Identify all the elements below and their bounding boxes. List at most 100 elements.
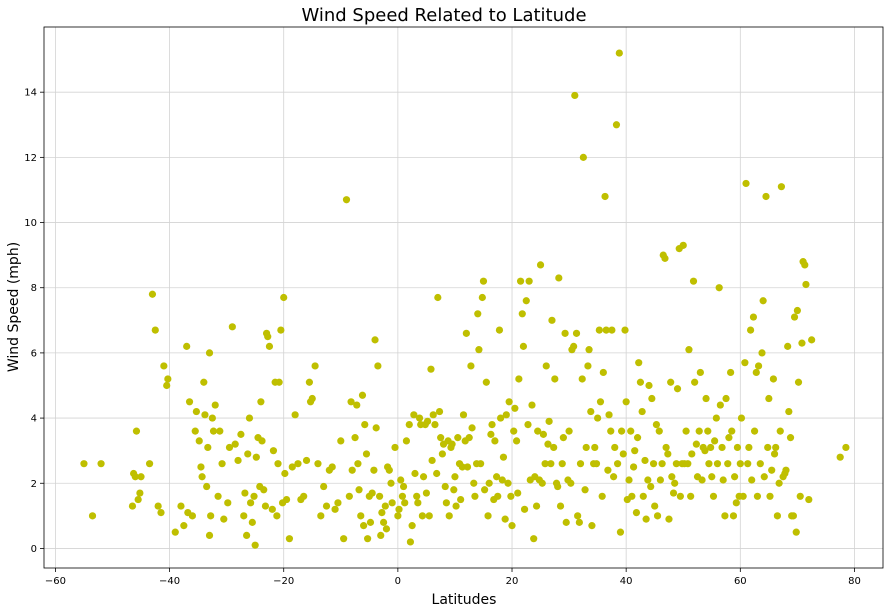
scatter-point [305,378,313,386]
scatter-point [285,535,294,543]
scatter-point [562,518,570,526]
scatter-point [668,473,676,481]
scatter-point [515,375,523,383]
scatter-point [485,479,493,487]
y-tick-label: 8 [31,283,37,294]
scatter-point [648,394,656,403]
scatter-point [629,463,638,471]
scatter-point [257,398,265,406]
scatter-point [419,473,428,481]
scatter-point [250,492,258,500]
scatter-point [241,489,249,497]
scatter-point [739,492,747,500]
scatter-point [522,297,530,305]
scatter-point [80,460,88,468]
scatter-point [397,476,405,484]
scatter-point [750,427,759,435]
scatter-point [685,346,693,354]
scatter-point [494,492,502,500]
scatter-point [801,261,809,269]
scatter-point [437,434,445,442]
scatter-point [729,512,738,520]
scatter-point [756,460,764,468]
scatter-point [128,502,137,510]
scatter-point [664,450,672,458]
scatter-point [754,362,763,370]
scatter-point [431,421,439,429]
scatter-point [622,398,630,406]
scatter-point [247,499,255,507]
scatter-point [661,254,669,262]
scatter-point [770,450,779,458]
scatter-point [647,482,655,491]
scatter-point [802,280,810,289]
scatter-point [591,443,599,452]
scatter-point [314,460,322,468]
scatter-point [268,505,276,513]
scatter-point [197,463,205,471]
scatter-point [635,359,643,367]
scatter-point [411,469,419,478]
scatter-point [682,427,690,435]
scatter-point [371,336,379,344]
scatter-point [691,378,699,386]
scatter-point [342,196,351,204]
scatter-point [541,460,549,468]
scatter-point [434,293,442,302]
scatter-point [191,427,199,435]
scatter-point [724,460,732,468]
scatter-point [631,447,639,455]
scatter-point [328,463,336,471]
scatter-point [547,460,555,468]
scatter-point [707,443,715,452]
scatter-point [180,522,188,530]
scatter-point [134,495,142,504]
scatter-point [435,407,444,416]
scatter-point [198,473,206,481]
scatter-point [772,443,780,452]
scatter-point [405,421,413,429]
scatter-point [362,450,371,458]
scatter-point [398,492,407,500]
scatter-point [617,427,626,435]
scatter-point [477,460,485,468]
scatter-point [775,479,783,487]
scatter-point [777,183,786,191]
scatter-point [749,313,758,321]
scatter-point [355,486,363,494]
scatter-point [496,414,505,422]
scatter-point [702,394,710,403]
scatter-point [280,293,288,302]
scatter-point [334,499,342,507]
scatter-point [258,437,266,445]
scatter-point [264,333,272,341]
scatter-point [427,365,435,373]
scatter-point [288,463,296,471]
scatter-point [645,381,653,390]
scatter-point [644,476,652,484]
scatter-point [649,460,658,468]
scatter-point [793,306,801,315]
scatter-point [544,440,552,448]
scatter-point [294,460,302,468]
scatter-point [487,430,495,438]
scatter-point [252,453,260,461]
scatter-point [554,482,562,491]
scatter-point [721,512,729,520]
scatter-point [567,479,575,487]
scatter-point [516,277,525,285]
scatter-point [475,346,483,354]
scatter-point [451,473,459,481]
scatter-point [399,482,408,491]
scatter-point [354,460,362,468]
scatter-point [508,522,516,530]
scatter-point [237,430,245,438]
scatter-point [719,476,727,484]
scatter-point [401,499,409,507]
scatter-point [414,499,422,507]
scatter-point [320,482,328,491]
scatter-point [360,522,368,530]
scatter-point [157,508,165,517]
scatter-point [701,447,709,455]
scatter-point [733,443,742,452]
